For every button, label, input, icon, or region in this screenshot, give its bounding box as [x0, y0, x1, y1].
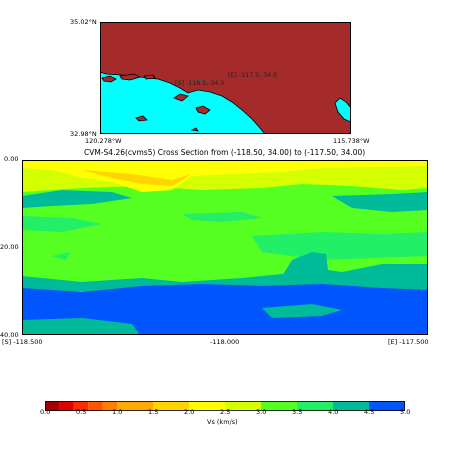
- colorbar-tick-label: 4.5: [364, 408, 375, 416]
- cross-section-svg: [22, 160, 428, 335]
- colorbar-bin: [59, 401, 74, 411]
- island: [135, 115, 148, 122]
- colorbar-tick-label: 0.0: [40, 408, 51, 416]
- colorbar-tick-label: 1.0: [112, 408, 123, 416]
- island: [190, 127, 199, 132]
- map-lon-left: 120.278°W: [85, 137, 122, 145]
- y-tick-label: 40.00: [0, 331, 19, 339]
- colorbar-bin: [45, 401, 60, 411]
- cross-section-line: [188, 78, 226, 82]
- colorbar-bin: [117, 401, 153, 411]
- colorbar-ticks: 0.0 0.5 1.0 1.5 2.0 2.5 3.0 3.5 4.0 4.5 5.0: [40, 408, 410, 419]
- colorbar-bin: [88, 401, 103, 411]
- colorbar-bin: [369, 401, 405, 411]
- plot-frame: [22, 160, 428, 335]
- vs-band-surface: [82, 170, 192, 186]
- vs-band-mid: [332, 192, 428, 212]
- map-lon-right: 115.738°W: [333, 137, 370, 145]
- colorbar-bin: [73, 401, 89, 411]
- cross-section-plot: [22, 160, 428, 335]
- island: [195, 105, 211, 115]
- island: [119, 73, 142, 81]
- vs-band-deep: [22, 318, 140, 335]
- colorbar-label: Vs (km/s): [207, 418, 238, 426]
- start-label: [S] -118.5, 34.0: [175, 80, 224, 87]
- colorbar-bin: [225, 401, 261, 411]
- map-frame: [100, 22, 351, 134]
- colorbar: [45, 396, 405, 411]
- map-lat-top: 35.02°N: [70, 18, 97, 26]
- vs-band-deep: [282, 252, 428, 284]
- vs-band-deep: [262, 304, 342, 318]
- colorbar-bin: [153, 401, 189, 411]
- colorbar-tick-label: 3.5: [292, 408, 303, 416]
- vs-band-mid: [52, 252, 70, 260]
- y-tick-label: 20.00: [0, 243, 19, 251]
- colorbar-tick-label: 1.5: [148, 408, 159, 416]
- colorbar-svg: [45, 401, 405, 411]
- x-tick-label: [E] -117.500: [388, 338, 429, 346]
- vs-band-mid: [22, 216, 102, 232]
- colorbar-tick-label: 3.0: [256, 408, 267, 416]
- island: [101, 75, 117, 83]
- vs-band-mid: [252, 232, 428, 260]
- colorbar-tick-label: 4.0: [328, 408, 339, 416]
- vs-band-deep: [22, 284, 428, 335]
- colorbar-bin: [261, 401, 297, 411]
- end-label: [E] -117.5, 34.0: [228, 72, 277, 79]
- colorbar-bin: [333, 401, 369, 411]
- map-svg: [S] -118.5, 34.0 [E] -117.5, 34.0: [99, 21, 352, 135]
- colorbar-bin: [189, 401, 225, 411]
- x-tick-label: -118.000: [210, 338, 240, 346]
- x-tick-label: [S] -118.500: [2, 338, 43, 346]
- island: [143, 74, 156, 80]
- location-map: [S] -118.5, 34.0 [E] -117.5, 34.0: [99, 21, 352, 135]
- colorbar-tick-label: 2.0: [184, 408, 195, 416]
- chart-title: CVM-S4.26(cvms5) Cross Section from (-11…: [84, 148, 366, 157]
- vs-band-mid: [22, 190, 132, 208]
- map-lat-bottom: 32.98°N: [70, 130, 97, 138]
- colorbar-tick-label: 2.5: [220, 408, 231, 416]
- colorbar-bin: [297, 401, 333, 411]
- vs-band-mid: [182, 212, 262, 222]
- vs-band-surface: [22, 160, 428, 192]
- island: [173, 93, 189, 102]
- colorbar-frame: [45, 401, 405, 411]
- colorbar-bin: [102, 401, 117, 411]
- y-tick-label: 0.00: [4, 155, 19, 163]
- colorbar-tick-label: 5.0: [400, 408, 411, 416]
- colorbar-tick-label: 0.5: [76, 408, 87, 416]
